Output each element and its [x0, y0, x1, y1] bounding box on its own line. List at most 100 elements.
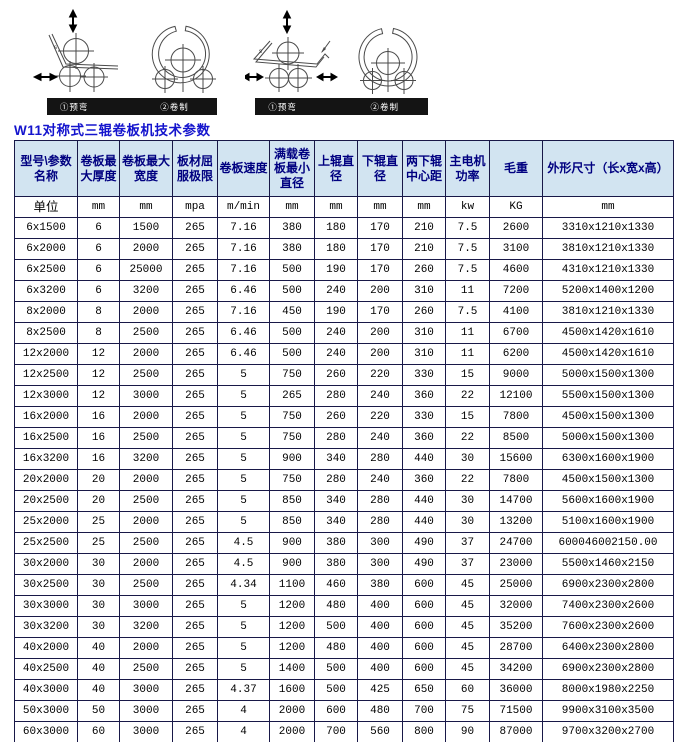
table-cell: 6.46: [217, 280, 270, 302]
table-cell: 23000: [489, 553, 543, 575]
table-cell: 600: [402, 574, 446, 596]
table-cell: 280: [357, 448, 403, 470]
table-cell: 60: [445, 679, 490, 701]
table-row: 6x2500 6 25000 265 7.16 500 190 170 260 7.5 4600 43…: [14, 259, 674, 281]
table-cell: 210: [402, 238, 446, 260]
table-cell: 4500x1500x1300: [542, 406, 674, 428]
table-cell: 12: [77, 343, 120, 365]
diagram-group-1: s ①预弯 ②卷制: [14, 8, 224, 120]
table-cell: 260: [314, 406, 358, 428]
table-row: 40x2000 40 2000 265 5 1200 480 400 600 45 28700 640…: [14, 637, 674, 659]
thickness-label: s: [259, 49, 262, 55]
table-cell: 1200: [269, 616, 315, 638]
table-cell: 45: [445, 616, 490, 638]
table-cell: 35200: [489, 616, 543, 638]
table-row: 12x3000 12 3000 265 5 265 280 240 360 22 12100 5500…: [14, 385, 674, 407]
table-cell: 3200: [119, 280, 173, 302]
table-cell: 16x3200: [14, 448, 78, 470]
caption-roll: ②卷制: [370, 101, 400, 112]
table-cell: 6x3200: [14, 280, 78, 302]
table-cell: 1200: [269, 637, 315, 659]
table-cell: 265: [172, 658, 218, 680]
table-cell: 2000: [119, 238, 173, 260]
table-cell: 6300x1600x1900: [542, 448, 674, 470]
diagram-group-2: s ①预弯 ②卷制: [245, 8, 437, 120]
unit-cell: 单位: [14, 196, 78, 218]
table-cell: 45: [445, 595, 490, 617]
table-cell: 11: [445, 280, 490, 302]
table-cell: 30: [445, 511, 490, 533]
table-row: 20x2500 20 2500 265 5 850 340 280 440 30 14700 5600…: [14, 490, 674, 512]
table-row: 12x2000 12 2000 265 6.46 500 240 200 310 11 6200 45…: [14, 343, 674, 365]
table-cell: 7.5: [445, 259, 490, 281]
col-header: 外形尺寸（长x宽x高）: [542, 140, 674, 197]
table-cell: 6200: [489, 343, 543, 365]
table-cell: 440: [402, 448, 446, 470]
table-cell: 2500: [119, 490, 173, 512]
table-cell: 75: [445, 700, 490, 722]
table-cell: 25000: [119, 259, 173, 281]
horizontal-move-arrow-right-icon: [316, 72, 338, 82]
table-cell: 50: [77, 700, 120, 722]
table-cell: 6x2500: [14, 259, 78, 281]
table-cell: 7.5: [445, 238, 490, 260]
table-row: 8x2500 8 2500 265 6.46 500 240 200 310 11 6700 4500…: [14, 322, 674, 344]
table-cell: 40x2000: [14, 637, 78, 659]
table-cell: 30x3200: [14, 616, 78, 638]
table-cell: 340: [314, 511, 358, 533]
table-cell: 2000: [119, 637, 173, 659]
table-cell: 380: [269, 238, 315, 260]
col-header: 主电机功率: [445, 140, 490, 197]
table-cell: 30: [77, 616, 120, 638]
table-cell: 280: [357, 490, 403, 512]
spec-table: 型号\参数名称 卷板最大厚度 卷板最大宽度 板材屈服极限 卷板速度 满载卷板最小直径 上辊直…: [14, 140, 674, 742]
table-cell: 4600: [489, 259, 543, 281]
table-cell: 6400x2300x2800: [542, 637, 674, 659]
table-cell: 3100: [489, 238, 543, 260]
table-cell: 265: [269, 385, 315, 407]
table-cell: 2000: [119, 553, 173, 575]
table-cell: 36000: [489, 679, 543, 701]
table-cell: 500: [314, 679, 358, 701]
table-cell: 265: [172, 280, 218, 302]
table-cell: 7800: [489, 406, 543, 428]
table-cell: 4.5: [217, 553, 270, 575]
table-cell: 200: [357, 322, 403, 344]
table-cell: 170: [357, 238, 403, 260]
table-cell: 20x2000: [14, 469, 78, 491]
table-cell: 220: [357, 364, 403, 386]
horizontal-move-arrow-left-icon: [245, 72, 264, 82]
table-cell: 330: [402, 406, 446, 428]
table-cell: 25000: [489, 574, 543, 596]
col-header: 两下辊中心距: [402, 140, 446, 197]
table-cell: 2500: [119, 427, 173, 449]
vertical-move-arrow-icon: [282, 9, 292, 35]
table-cell: 3000: [119, 595, 173, 617]
table-cell: 3810x1210x1330: [542, 301, 674, 323]
table-cell: 2000: [119, 406, 173, 428]
table-cell: 240: [357, 385, 403, 407]
table-cell: 265: [172, 238, 218, 260]
table-cell: 5: [217, 616, 270, 638]
table-cell: 40: [77, 637, 120, 659]
col-header: 型号\参数名称: [14, 140, 78, 197]
table-cell: 265: [172, 511, 218, 533]
table-cell: 265: [172, 574, 218, 596]
table-cell: 16: [77, 406, 120, 428]
vertical-move-arrow-icon: [68, 8, 78, 34]
table-cell: 265: [172, 553, 218, 575]
unit-cell: KG: [489, 196, 543, 218]
caption-prebend: ①预弯: [59, 101, 89, 112]
table-cell: 200: [357, 343, 403, 365]
table-cell: 440: [402, 511, 446, 533]
table-cell: 30x2000: [14, 553, 78, 575]
spec-table-head: 型号\参数名称 卷板最大厚度 卷板最大宽度 板材屈服极限 卷板速度 满载卷板最小直径 上辊直…: [14, 140, 674, 197]
table-cell: 16: [77, 427, 120, 449]
table-cell: 490: [402, 553, 446, 575]
unit-cell: mm: [314, 196, 358, 218]
table-cell: 90: [445, 721, 490, 742]
table-cell: 3000: [119, 385, 173, 407]
table-cell: 650: [402, 679, 446, 701]
table-cell: 170: [357, 217, 403, 239]
table-cell: 4.5: [217, 532, 270, 554]
